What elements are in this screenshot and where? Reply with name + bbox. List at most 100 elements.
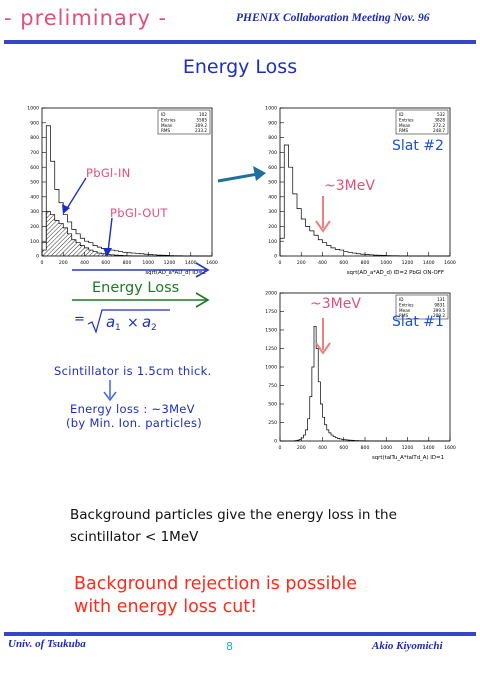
x-tick-label: 0 — [279, 260, 282, 266]
stats-key: Entries — [399, 117, 414, 122]
svg-text:×: × — [127, 315, 139, 331]
x-tick-label: 1200 — [402, 445, 414, 451]
x-axis-label: sqrt(AD_a*AD_d) ID=2 — [145, 270, 206, 276]
pointer-arrow-icon — [103, 217, 113, 257]
x-axis-label: sqrt(talTu_A*talTd_A) ID=1 — [372, 455, 444, 461]
y-tick-label: 300 — [268, 209, 277, 215]
stats-value: 9831 — [434, 302, 445, 307]
y-tick-label: 100 — [268, 239, 277, 245]
y-tick-label: 600 — [268, 165, 277, 171]
peak-label-bottom: ~3MeV — [310, 296, 361, 312]
stats-key: ID — [399, 297, 403, 302]
stats-box — [395, 294, 449, 320]
y-tick-label: 900 — [268, 120, 277, 126]
histogram-series — [279, 144, 450, 257]
y-tick-label: 100 — [30, 239, 39, 245]
histogram-series — [280, 325, 450, 442]
y-tick-label: 1000 — [265, 106, 277, 112]
y-tick-label: 1250 — [265, 346, 277, 352]
y-tick-label: 1000 — [27, 106, 39, 112]
y-tick-label: 400 — [30, 194, 39, 200]
x-tick-label: 0 — [279, 445, 282, 451]
stats-box — [157, 109, 211, 135]
stats-value: 233.2 — [195, 128, 207, 133]
conclusion-line-2: with energy loss cut! — [74, 597, 258, 617]
down-arrow-icon — [315, 318, 331, 355]
histogram-slat2: 0 200 400 600 800 1000 1200 1400 1600 0 100 200 300 4… — [265, 106, 456, 276]
x-tick-label: 1200 — [164, 260, 176, 266]
x-tick-label: 600 — [339, 445, 348, 451]
y-tick-label: 750 — [268, 383, 277, 389]
y-tick-label: 1500 — [265, 328, 277, 334]
slat2-label: Slat #2 — [392, 138, 444, 154]
histogram-series — [41, 125, 212, 257]
footer-author: Akio Kiyomichi — [372, 640, 443, 652]
stats-key: RMS — [399, 128, 409, 133]
svg-text:1: 1 — [115, 323, 121, 333]
y-tick-label: 1000 — [265, 365, 277, 371]
y-tick-label: 300 — [30, 209, 39, 215]
stats-value: 131 — [437, 297, 445, 302]
y-tick-label: 600 — [30, 165, 39, 171]
y-tick-label: 500 — [268, 402, 277, 408]
conclusion-line-1: Background rejection is possible — [74, 574, 358, 594]
peak-label-top: ~3MeV — [324, 178, 375, 194]
footer-affiliation: Univ. of Tsukuba — [8, 638, 86, 650]
x-axis-label: sqrt(AD_a*AD_d) ID=2 PbGl ON-OFF — [347, 270, 444, 276]
y-tick-label: 0 — [274, 439, 277, 445]
x-tick-label: 1000 — [380, 260, 392, 266]
stats-key: Entries — [161, 117, 176, 122]
histogram-slat1: 0 200 400 600 800 1000 1200 1400 1600 0 250 500 750 1… — [265, 291, 456, 461]
page-number: 8 — [226, 640, 233, 653]
histogram-pbgl: 0 200 400 600 800 1000 1200 1400 1600 0 100 200 300 4… — [27, 106, 218, 276]
stats-key: Entries — [399, 302, 414, 307]
x-tick-label: 1600 — [206, 260, 218, 266]
y-tick-label: 500 — [268, 180, 277, 186]
stats-key: RMS — [161, 128, 171, 133]
y-tick-label: 0 — [36, 254, 39, 260]
stats-key: ID — [399, 112, 403, 117]
stats-value: 3828 — [434, 117, 445, 122]
y-tick-label: 800 — [268, 135, 277, 141]
header-divider — [4, 40, 476, 44]
x-tick-label: 400 — [318, 445, 327, 451]
x-tick-label: 200 — [297, 445, 306, 451]
pointer-arrow-icon — [62, 177, 87, 214]
y-tick-label: 250 — [268, 420, 277, 426]
formula-sqrt: a 1 × a 2 — [87, 309, 170, 334]
stats-value: 309.2 — [195, 123, 207, 128]
y-tick-label: 1750 — [265, 309, 277, 315]
y-tick-label: 200 — [30, 224, 39, 230]
stats-value: 399.5 — [433, 308, 445, 313]
stats-key: RMS — [399, 313, 409, 318]
slat1-label: Slat #1 — [392, 314, 444, 330]
y-tick-label: 500 — [30, 180, 39, 186]
y-tick-label: 0 — [274, 254, 277, 260]
energy-loss-label: Energy Loss — [92, 280, 180, 296]
down-arrow-icon — [103, 380, 117, 402]
stats-value: 532 — [437, 112, 445, 117]
stats-key: Mean — [161, 123, 173, 128]
right-arrow-icon — [72, 262, 210, 278]
stats-value: 209.2 — [433, 313, 445, 318]
y-tick-label: 2000 — [265, 291, 277, 297]
x-tick-label: 1600 — [444, 445, 456, 451]
meeting-label: PHENIX Collaboration Meeting Nov. 96 — [236, 12, 430, 24]
pbgl-in-label: PbGl-IN — [86, 166, 131, 180]
x-tick-label: 800 — [361, 445, 370, 451]
y-tick-label: 900 — [30, 120, 39, 126]
y-tick-label: 800 — [30, 135, 39, 141]
x-tick-label: 1000 — [142, 260, 154, 266]
stats-box — [395, 109, 449, 135]
x-tick-label: 600 — [101, 260, 110, 266]
y-tick-label: 200 — [268, 224, 277, 230]
stats-value: 248.7 — [433, 128, 445, 133]
x-tick-label: 400 — [318, 260, 327, 266]
stats-key: ID — [161, 112, 165, 117]
formula-prefix: = — [74, 312, 85, 327]
x-tick-label: 800 — [123, 260, 132, 266]
x-tick-label: 200 — [59, 260, 68, 266]
svg-text:a: a — [106, 313, 115, 331]
background-note: Background particles give the energy los… — [70, 507, 397, 545]
x-tick-label: 1000 — [380, 445, 392, 451]
